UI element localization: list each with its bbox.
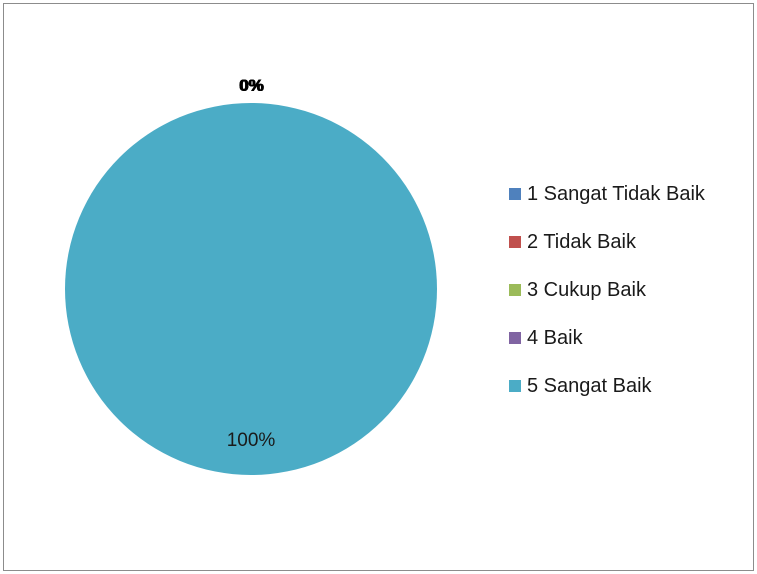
legend-item: 5 Sangat Baik (509, 374, 705, 398)
data-label-3: 0% (239, 76, 264, 95)
legend: 1 Sangat Tidak Baik 2 Tidak Baik 3 Cukup B… (509, 182, 705, 422)
legend-item: 1 Sangat Tidak Baik (509, 182, 705, 206)
data-label-2: 0% (240, 76, 265, 95)
pie-data-labels: 0%0%0%0%100% (227, 76, 276, 451)
pie-slices (65, 103, 437, 475)
legend-label: 1 Sangat Tidak Baik (527, 182, 705, 205)
legend-swatch (509, 188, 521, 200)
data-label-1: 0% (239, 76, 264, 95)
legend-swatch (509, 332, 521, 344)
legend-item: 2 Tidak Baik (509, 230, 705, 254)
slice-5-sangat-baik (65, 103, 437, 475)
data-label-4: 0% (240, 76, 265, 95)
pie-chart: 0%0%0%0%100% (65, 76, 437, 475)
chart-area: 0% 0% 0% 0% 100% 1 Sangat Tidak Baik 2 Tidak … (3, 3, 754, 571)
legend-label: 4 Baik (527, 326, 583, 349)
legend-item: 4 Baik (509, 326, 705, 350)
legend-label: 3 Cukup Baik (527, 278, 646, 301)
legend-swatch (509, 236, 521, 248)
legend-label: 2 Tidak Baik (527, 230, 636, 253)
legend-label: 5 Sangat Baik (527, 374, 652, 397)
legend-item: 3 Cukup Baik (509, 278, 705, 302)
legend-swatch (509, 380, 521, 392)
data-label-5: 100% (227, 430, 276, 451)
legend-swatch (509, 284, 521, 296)
